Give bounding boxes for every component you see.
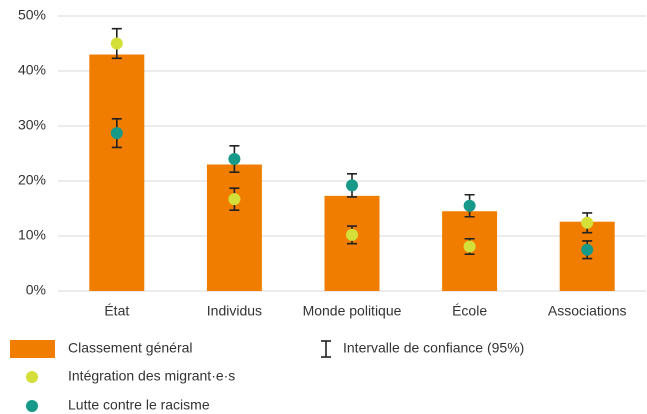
bar — [206, 164, 262, 291]
legend-swatch — [10, 340, 55, 358]
x-tick-label: École — [452, 303, 487, 319]
legend-label: Intervalle de confiance (95%) — [343, 340, 524, 356]
point — [581, 216, 594, 229]
legend-marker — [26, 400, 38, 412]
y-tick-label: 20% — [18, 172, 46, 188]
y-tick-label: 50% — [18, 7, 46, 23]
x-tick-label: Individus — [207, 303, 262, 319]
point — [581, 243, 594, 256]
legend-label: Intégration des migrant·e·s — [68, 368, 235, 384]
point — [463, 240, 476, 253]
legend-marker — [26, 371, 38, 383]
y-tick-label: 0% — [26, 282, 46, 298]
y-tick-label: 40% — [18, 62, 46, 78]
point — [463, 199, 476, 212]
legend-label: Classement général — [68, 340, 193, 356]
point — [228, 153, 241, 165]
x-tick-label: Associations — [548, 303, 627, 319]
y-tick-label: 30% — [18, 117, 46, 133]
legend-label: Lutte contre le racisme — [68, 397, 210, 413]
legend-ci-icon — [321, 340, 331, 358]
point — [346, 228, 358, 241]
y-tick-label: 10% — [18, 227, 46, 243]
point — [110, 127, 123, 140]
x-tick-label: Monde politique — [303, 303, 402, 319]
bar — [89, 54, 145, 291]
point — [346, 179, 358, 192]
x-tick-label: État — [104, 303, 129, 319]
point — [110, 37, 123, 50]
point — [228, 193, 241, 206]
